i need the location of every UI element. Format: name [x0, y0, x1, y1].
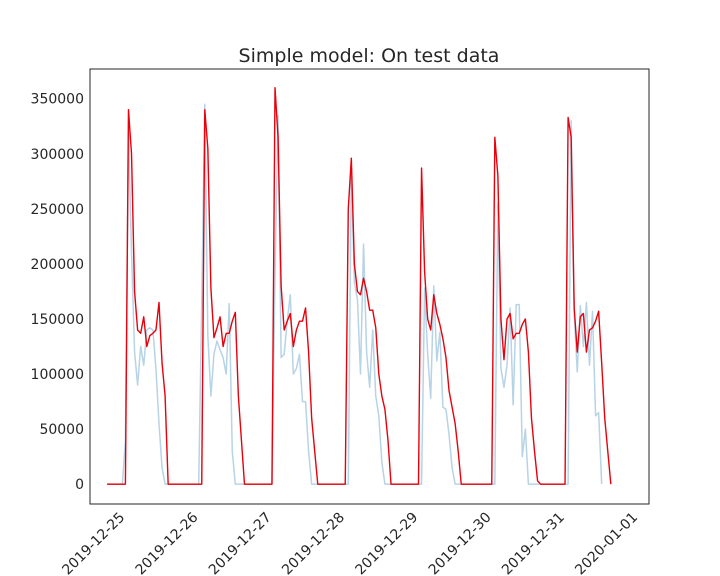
- y-tick-label: 100000: [31, 367, 84, 383]
- plot-area: [107, 87, 612, 485]
- y-tick-label: 0: [75, 477, 84, 493]
- chart-title: Simple model: On test data: [239, 45, 500, 67]
- y-tick-label: 300000: [31, 147, 84, 163]
- y-tick-label: 250000: [31, 202, 84, 218]
- axes-frame: [89, 68, 650, 505]
- y-tick-label: 150000: [31, 312, 84, 328]
- y-tick-label: 200000: [31, 257, 84, 273]
- y-tick-label: 50000: [39, 422, 84, 438]
- series-line-2: [107, 87, 612, 485]
- y-axis-ticks: 0 50000 100000 150000 200000 250000 300000 3500…: [31, 92, 84, 493]
- y-tick-label: 350000: [31, 92, 84, 108]
